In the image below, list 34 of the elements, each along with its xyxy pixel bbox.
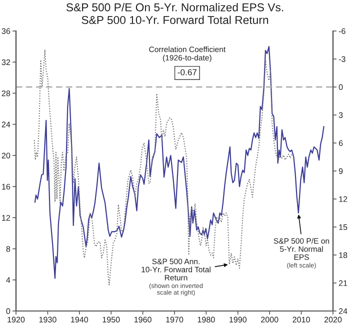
x-tick-label: 2010 <box>292 316 310 322</box>
y2-tick-label: 6 <box>338 140 343 146</box>
y2-tick-label: 12 <box>339 196 348 202</box>
x-tick-label: 1940 <box>71 316 88 322</box>
x-tick-label: 1920 <box>8 316 25 322</box>
x-tick-label: 2000 <box>261 316 278 322</box>
y2-tick-label: 3 <box>338 112 343 118</box>
y2-tick-label: 15 <box>339 224 348 230</box>
y-tick-label: 8 <box>6 246 10 252</box>
y-tick-label: 16 <box>2 184 10 190</box>
y2-tick-label: -6 <box>338 28 346 34</box>
x-tick-label: 1930 <box>39 316 56 322</box>
y-tick-label: 36 <box>2 28 10 34</box>
x-tick-label: 1980 <box>198 316 215 322</box>
y-tick-label: 24 <box>2 122 10 128</box>
y2-tick-label: 18 <box>339 252 348 258</box>
y2-tick-label: 24 <box>338 308 348 314</box>
y2-tick-label: 0 <box>338 84 343 90</box>
y-tick-label: 28 <box>2 90 10 96</box>
y2-tick-label: 9 <box>338 168 343 174</box>
annotation: -0.67 <box>178 69 197 76</box>
x-tick-label: 1950 <box>102 316 120 322</box>
x-tick-label: 1960 <box>134 316 152 322</box>
x-tick-label: 2020 <box>324 316 342 322</box>
y-tick-label: 4 <box>6 277 10 283</box>
y-tick-label: 12 <box>2 214 10 221</box>
y2-tick-label: 21 <box>338 280 348 286</box>
y2-tick-label: -3 <box>338 56 346 62</box>
chart-title: S&P 500 P/E On 5-Yr. Normalized EPS Vs. S&P 500 10-Yr. Forward Total Return <box>66 3 284 24</box>
y-tick-label: 32 <box>2 59 10 66</box>
y-tick-label: 20 <box>2 152 10 158</box>
x-tick-label: 1970 <box>166 316 184 322</box>
x-tick-label: 1990 <box>230 316 247 322</box>
y-tick-label: 0 <box>6 308 10 314</box>
